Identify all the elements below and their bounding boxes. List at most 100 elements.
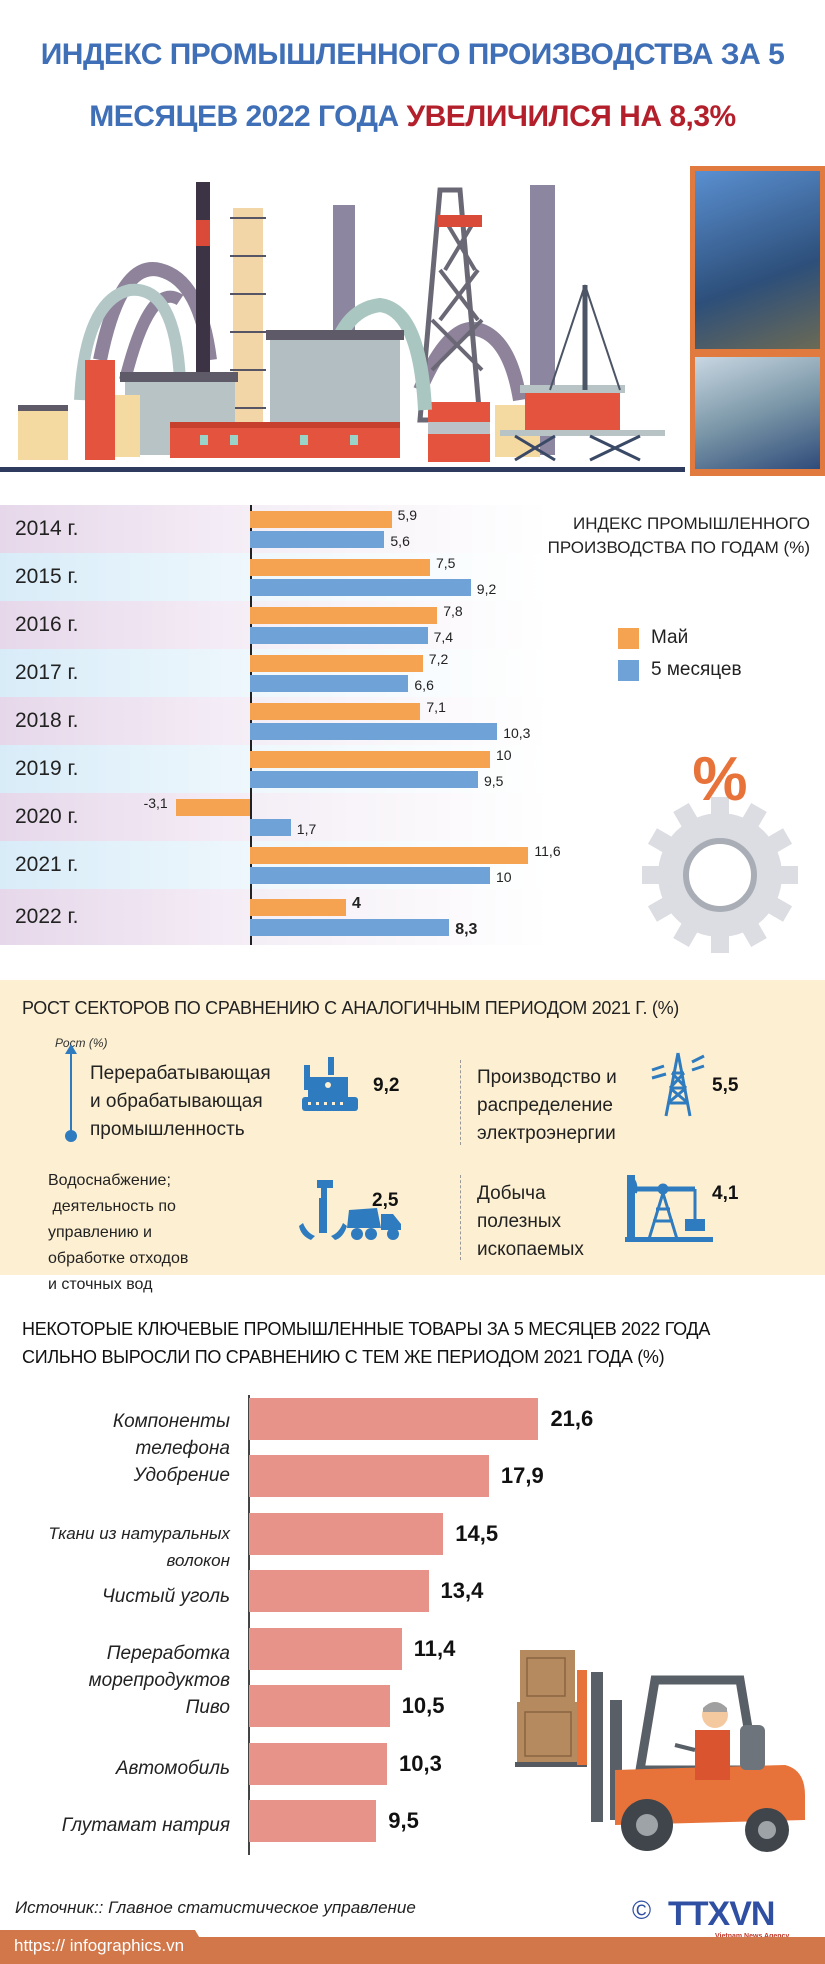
goods-label: Автомобиль [115,1758,230,1779]
sectors-title: РОСТ СЕКТОРОВ ПО СРАВНЕНИЮ С АНАЛОГИЧНЫМ… [22,998,679,1018]
bar-five-months [250,579,471,596]
year-label: 2016 г. [15,613,79,636]
bar-value-label: 7,2 [428,651,449,667]
sector-label-line: Добыча [477,1183,546,1204]
year-row-band [0,889,250,945]
sector-value: 9,2 [373,1075,400,1096]
page-title-line1: ИНДЕКС ПРОМЫШЛЕННОГО ПРОИЗВОДСТВА ЗА 5 [0,38,825,72]
bar-value-label: 7,1 [426,699,446,715]
power-substation-photo [695,171,820,349]
sector-label-manufacturing: Перерабатывающая и обрабатывающая промыш… [90,1060,271,1144]
goods-bar-value: 17,9 [500,1463,544,1488]
sector-value: 5,5 [712,1075,739,1096]
legend-label: Май [651,627,689,648]
goods-bar [249,1685,390,1727]
row-bg [250,889,550,945]
goods-label: Ткани из натуральных волокон [48,1520,230,1574]
bar-five-months [250,867,490,884]
source-note: Источник:: Главное статистическое управл… [15,1898,416,1917]
year-row-band [0,505,250,553]
legend-swatch-orange [618,627,639,649]
bar-may [250,847,529,864]
bar-may [250,607,438,624]
sector-growth-panel: РОСТ СЕКТОРОВ ПО СРАВНЕНИЮ С АНАЛОГИЧНЫМ… [0,980,825,1293]
chart1-title-line1: ИНДЕКС ПРОМЫШЛЕННОГО [572,514,810,533]
bar-may [250,559,430,576]
bar-value-label: 9,5 [484,773,504,789]
goods-bar-value: 14,5 [455,1521,499,1546]
bar-value-label: 7,8 [443,603,463,619]
ttxvn-logo: TTXVN [668,1895,775,1933]
sector-label-line: и обрабатывающая [90,1091,263,1112]
bar-value-label: 10 [496,869,512,885]
growth-arrow-icon [65,1044,77,1134]
chart1-legend: Май 5 месяцев [618,622,742,686]
copyright-icon: © [632,1895,652,1925]
factory-icon [302,1057,358,1111]
power-tower-icon [651,1052,705,1117]
sector-label-line: распределение [477,1095,613,1116]
row-bg [250,793,550,841]
year-label: 2019 г. [15,757,79,780]
bar-value-label: 5,9 [397,507,418,523]
year-label: 2018 г. [15,709,79,732]
bar-five-months [250,771,478,788]
goods-label: Чистый уголь [101,1586,230,1607]
oil-pump-icon [625,1175,713,1242]
legend-swatch-blue [618,659,639,681]
sector-label-water: Водоснабжение; деятельность по управлени… [48,1168,188,1298]
goods-chart-axis [248,1395,250,1855]
bar-value-label: 5,6 [390,533,410,549]
infographics-link[interactable]: https:// infographics.vn [14,1936,185,1955]
legend-label: 5 месяцев [651,659,742,680]
divider [460,1175,461,1260]
sector-value: 2,5 [372,1190,399,1211]
bar-five-months [250,723,498,740]
sector-label-line: Водоснабжение; [48,1172,171,1189]
sector-label-mining: Добыча полезных ископаемых [477,1180,584,1264]
sector-label-line: ископаемых [477,1239,584,1260]
goods-bar [249,1398,539,1440]
year-row-band [0,745,250,793]
legend-item-five-months: 5 месяцев [618,654,742,686]
photo-strip [690,166,825,476]
year-label: 2017 г. [15,661,79,684]
chart2-title-line1: НЕКОТОРЫЕ КЛЮЧЕВЫЕ ПРОМЫШЛЕННЫЕ ТОВАРЫ З… [22,1319,711,1339]
title-text-blue: МЕСЯЦЕВ 2022 ГОДА [89,100,407,133]
bar-five-months [250,819,291,836]
growth-dot [65,1130,77,1142]
goods-label-line: волокон [166,1551,230,1570]
sector-label-line: управлению и [48,1224,152,1241]
goods-bar [249,1800,377,1842]
bar-value-label: 8,3 [455,921,478,938]
sector-label-line: электроэнергии [477,1123,616,1144]
goods-bar-value: 21,6 [550,1406,594,1431]
water-truck-icon [299,1180,401,1240]
bar-value-label: 7,5 [436,555,456,571]
bar-five-months [250,919,450,936]
year-row-band [0,697,250,745]
goods-bar-value: 10,5 [401,1693,445,1718]
bar-value-label: 9,2 [476,581,497,597]
forklift-illustration [515,1650,805,1852]
goods-label-line: Ткани из натуральных [48,1524,230,1543]
goods-label: Переработка морепродуктов Пиво [89,1640,230,1721]
sector-label-line: промышленность [90,1119,245,1140]
goods-label-line: телефона [135,1438,230,1459]
goods-label-line: морепродуктов [88,1670,230,1691]
goods-bar-value: 9,5 [388,1808,419,1833]
sector-label-line: Перерабатывающая [90,1063,271,1084]
goods-bar [249,1570,429,1612]
year-label: 2020 г. [15,805,79,828]
car-factory-photo [695,357,820,469]
bar-five-months [250,627,428,644]
sector-label-line: полезных [477,1211,562,1232]
year-row-band [0,601,250,649]
logo-subtitle: Vietnam News Agency [715,1933,789,1940]
bar-value-label: 7,4 [433,629,454,645]
year-row-band [0,553,250,601]
footer-tab [0,1930,215,1964]
yearly-index-chart: 2014 г. 2015 г. 2016 г. 2017 г. 2018 г. … [0,505,825,945]
bar-five-months [250,675,409,692]
page-title-line2: МЕСЯЦЕВ 2022 ГОДА УВЕЛИЧИЛСЯ НА 8,3% [0,100,825,134]
